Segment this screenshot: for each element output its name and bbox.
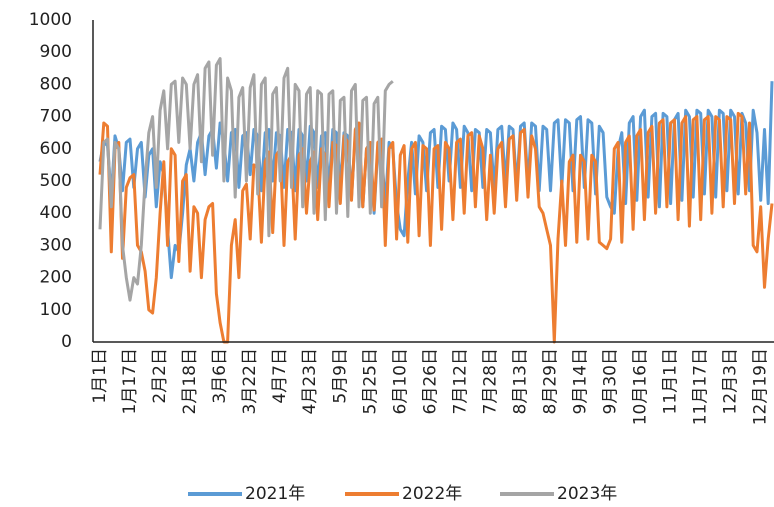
x-tick-label: 8月29日 (541, 348, 561, 414)
y-tick-label: 1000 (29, 10, 72, 30)
x-tick-label: 10月16日 (631, 348, 651, 425)
x-tick-label: 7月28日 (480, 348, 500, 414)
x-tick-label: 12月19日 (751, 348, 771, 425)
x-tick-label: 1月1日 (90, 348, 110, 404)
x-tick-label: 6月10日 (390, 348, 410, 414)
x-tick-label: 9月30日 (601, 348, 621, 414)
x-tick-label: 11月1日 (661, 348, 681, 414)
y-tick-label: 0 (61, 332, 72, 352)
x-tick-label: 3月22日 (240, 348, 260, 414)
x-tick-label: 6月26日 (420, 348, 440, 414)
x-tick-label: 2月2日 (150, 348, 170, 404)
x-tick-label: 7月12日 (450, 348, 470, 414)
y-tick-label: 300 (40, 235, 72, 255)
x-tick-label: 12月3日 (721, 348, 741, 414)
x-tick-label: 5月9日 (330, 348, 350, 404)
x-tick-label: 1月17日 (120, 348, 140, 414)
x-tick-label: 5月25日 (360, 348, 380, 414)
x-tick-label: 2月18日 (180, 348, 200, 414)
x-tick-label: 3月6日 (210, 348, 230, 404)
legend-label: 2021年 (245, 484, 305, 504)
series-line (98, 57, 394, 302)
y-tick-label: 800 (40, 74, 72, 94)
y-tick-label: 200 (40, 268, 72, 288)
y-tick-label: 400 (40, 203, 72, 223)
y-tick-label: 500 (40, 171, 72, 191)
legend-label: 2023年 (557, 484, 617, 504)
y-tick-label: 600 (40, 139, 72, 159)
y-tick-label: 900 (40, 42, 72, 62)
legend-label: 2022年 (402, 484, 462, 504)
x-tick-label: 11月17日 (691, 348, 711, 425)
y-tick-label: 700 (40, 107, 72, 127)
x-tick-label: 4月23日 (300, 348, 320, 414)
x-tick-label: 9月14日 (571, 348, 591, 414)
x-tick-label: 8月13日 (510, 348, 530, 414)
x-tick-label: 4月7日 (270, 348, 290, 404)
y-tick-label: 100 (40, 300, 72, 320)
series-line (98, 111, 774, 344)
